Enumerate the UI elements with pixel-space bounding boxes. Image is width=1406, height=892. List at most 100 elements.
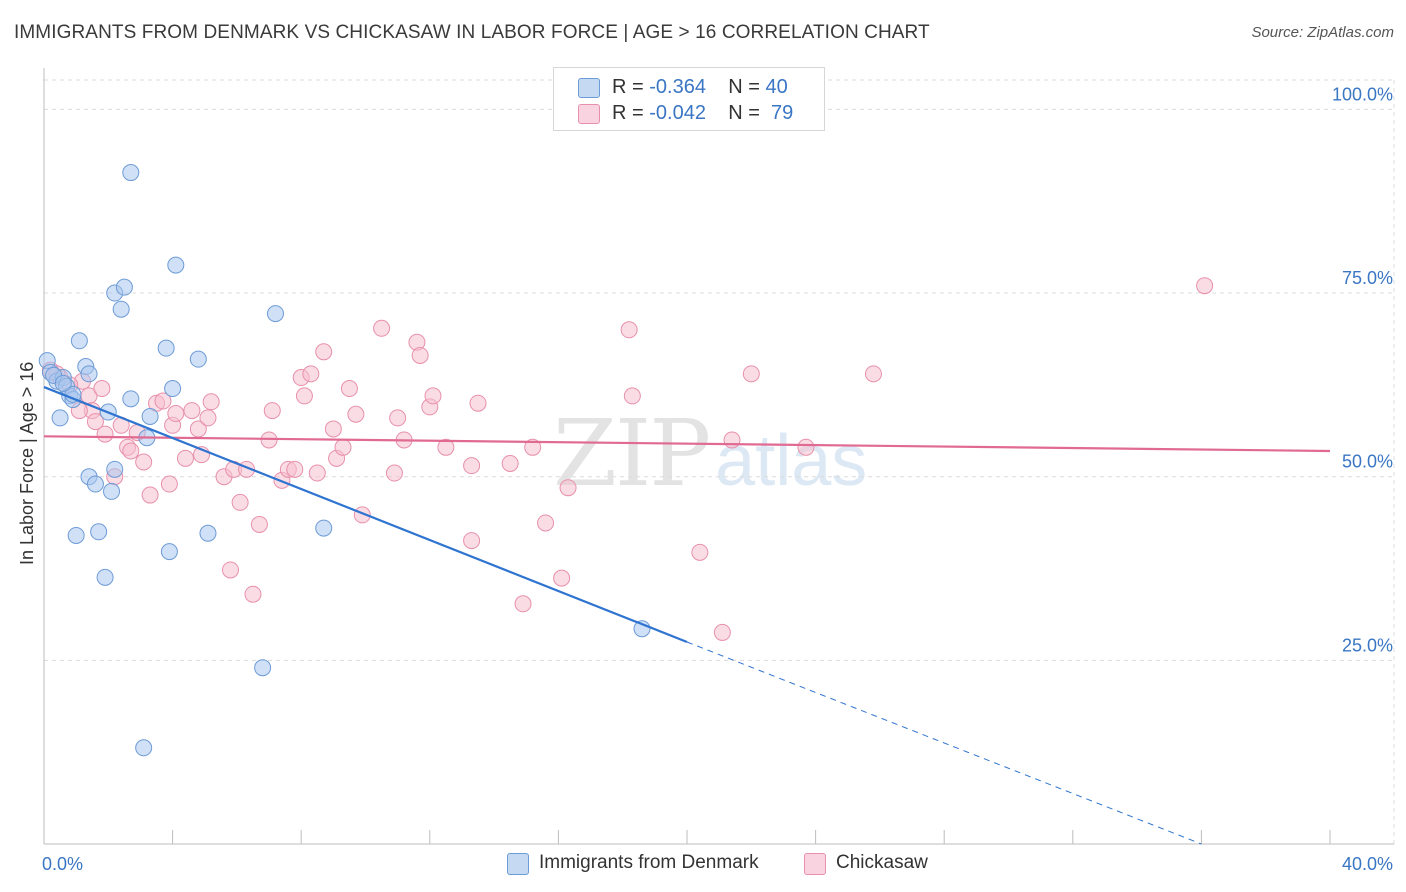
- denmark-point: [122, 390, 140, 408]
- chickasaw-point: [334, 438, 352, 456]
- denmark-point: [90, 523, 108, 541]
- chart-title: IMMIGRANTS FROM DENMARK VS CHICKASAW IN …: [14, 22, 930, 43]
- chickasaw-point: [797, 438, 815, 456]
- chickasaw-point: [122, 442, 140, 460]
- chickasaw-point: [263, 402, 281, 420]
- chickasaw-points: [41, 277, 1214, 641]
- r-value: -0.364: [649, 76, 706, 98]
- denmark-point: [115, 278, 133, 296]
- denmark-point: [122, 164, 140, 182]
- tick-labels: 25.0% 50.0% 75.0% 100.0% 0.0% 40.0%: [42, 84, 1393, 874]
- chickasaw-point: [620, 321, 638, 339]
- r-value: -0.042: [649, 102, 706, 124]
- chickasaw-point: [93, 380, 111, 398]
- y-tick-label: 25.0%: [1342, 635, 1393, 655]
- chickasaw-point: [1196, 277, 1214, 295]
- chickasaw-point: [501, 454, 519, 472]
- denmark-point: [67, 526, 85, 544]
- denmark-point: [135, 739, 153, 757]
- denmark-point: [112, 300, 130, 318]
- chickasaw-point: [189, 420, 207, 438]
- chickasaw-point: [308, 464, 326, 482]
- chickasaw-point: [437, 438, 455, 456]
- y-tick-label: 100.0%: [1332, 84, 1393, 104]
- chickasaw-point: [713, 623, 731, 641]
- chickasaw-point: [199, 409, 217, 427]
- correlation-legend: R = -0.364 N = 40 R = -0.042 N = 79: [553, 67, 825, 131]
- zipatlas-watermark: ZIPatlas: [553, 400, 867, 507]
- denmark-point: [199, 524, 217, 542]
- legend-swatch-blue: [507, 853, 529, 875]
- denmark-point: [103, 482, 121, 500]
- chickasaw-point: [315, 343, 333, 361]
- chickasaw-point: [723, 431, 741, 449]
- chickasaw-point: [373, 319, 391, 337]
- chickasaw-point: [202, 393, 220, 411]
- chickasaw-point: [302, 365, 320, 383]
- source-label: Source: ZipAtlas.com: [1251, 24, 1394, 41]
- y-axis-label: In Labor Force | Age > 16: [17, 361, 37, 565]
- n-value: 40: [765, 76, 788, 98]
- denmark-point: [189, 350, 207, 368]
- denmark-point: [254, 659, 272, 677]
- chickasaw-point: [86, 413, 104, 431]
- chickasaw-point: [286, 460, 304, 478]
- legend-swatch-pink: [804, 853, 826, 875]
- denmark-points: [38, 164, 651, 757]
- chickasaw-point: [340, 380, 358, 398]
- legend-row-text: R = -0.042 N = 79: [612, 102, 793, 125]
- chickasaw-point: [244, 585, 262, 603]
- n-label: N =: [728, 76, 760, 98]
- x-tick-label-min: 0.0%: [42, 854, 83, 874]
- chickasaw-point: [167, 405, 185, 423]
- legend-label-chickasaw: Chickasaw: [836, 852, 928, 873]
- chickasaw-point: [347, 405, 365, 423]
- chickasaw-point: [295, 387, 313, 405]
- denmark-point: [80, 365, 98, 383]
- r-label: R =: [612, 76, 644, 98]
- denmark-point: [160, 543, 178, 561]
- y-tick-label: 75.0%: [1342, 268, 1393, 288]
- chickasaw-point: [524, 438, 542, 456]
- y-tick-label: 50.0%: [1342, 452, 1393, 472]
- chickasaw-point: [424, 387, 442, 405]
- chickasaw-point: [864, 365, 882, 383]
- denmark-trend-line: [43, 386, 688, 644]
- chickasaw-point: [623, 387, 641, 405]
- axes: [43, 68, 1394, 845]
- denmark-point: [167, 256, 185, 274]
- n-value: 79: [771, 102, 794, 124]
- chickasaw-point: [96, 425, 114, 443]
- r-label: R =: [612, 102, 644, 124]
- denmark-point: [266, 305, 284, 323]
- denmark-point: [86, 475, 104, 493]
- denmark-point: [96, 568, 114, 586]
- chickasaw-point: [463, 532, 481, 550]
- chickasaw-point: [411, 346, 429, 364]
- watermark-zip: ZIP: [553, 400, 711, 507]
- chickasaw-point: [250, 515, 268, 533]
- chickasaw-point: [691, 543, 709, 561]
- legend-swatch-blue: [578, 78, 600, 98]
- denmark-point: [141, 407, 159, 425]
- chickasaw-point: [389, 409, 407, 427]
- denmark-point: [157, 339, 175, 357]
- chickasaw-point: [231, 493, 249, 511]
- denmark-point: [315, 519, 333, 537]
- legend-swatch-pink: [578, 104, 600, 124]
- denmark-point: [106, 460, 124, 478]
- chickasaw-point: [469, 394, 487, 412]
- chickasaw-point: [537, 514, 555, 532]
- chickasaw-point: [324, 420, 342, 438]
- chickasaw-point: [135, 453, 153, 471]
- chickasaw-point: [221, 561, 239, 579]
- chickasaw-trend-line: [43, 435, 1331, 453]
- denmark-trend-extension: [686, 641, 1202, 845]
- chickasaw-point: [385, 464, 403, 482]
- chickasaw-point: [176, 449, 194, 467]
- denmark-point: [70, 332, 88, 350]
- chickasaw-point: [141, 486, 159, 504]
- trend-lines: [43, 386, 1331, 845]
- legend-label-denmark: Immigrants from Denmark: [539, 852, 759, 873]
